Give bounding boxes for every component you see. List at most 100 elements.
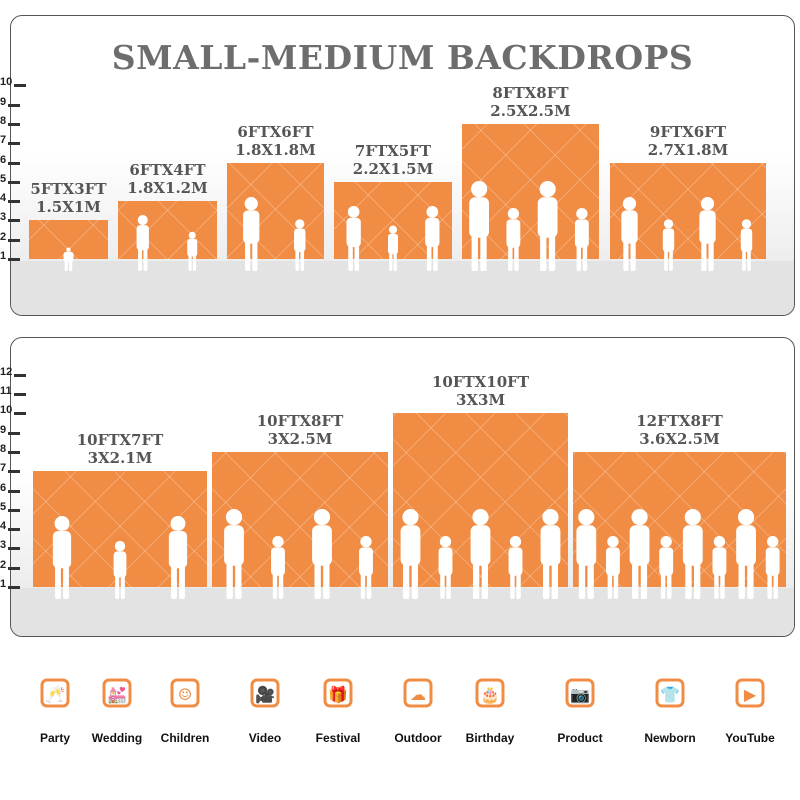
scale-tick: 10: [0, 405, 27, 416]
person-silhouette: [712, 536, 727, 599]
people-group: [621, 197, 753, 271]
person-silhouette: [187, 231, 198, 271]
scale-tick: 5: [0, 173, 21, 184]
person-silhouette: [470, 509, 491, 599]
backdrop-size-box: [29, 220, 108, 259]
backdrop-size-label: 10FTX7FT 3X2.1M: [23, 431, 217, 467]
person-silhouette: [621, 197, 638, 271]
size-meters: 2.2X1.5M: [352, 159, 434, 178]
use-label: Birthday: [465, 731, 515, 745]
scale-tick: 3: [0, 540, 21, 551]
scale-tick: 4: [0, 193, 21, 204]
baby-onesie-icon: 👕: [645, 668, 695, 718]
person-silhouette: [271, 536, 285, 599]
person-silhouette: [136, 215, 149, 271]
backdrop-size-box: [118, 201, 217, 259]
person-silhouette: [606, 536, 620, 599]
person-silhouette: [52, 516, 72, 599]
scale-tick: 9: [0, 424, 21, 435]
person-silhouette: [224, 509, 244, 599]
person-silhouette: [469, 181, 490, 271]
svg-text:☺: ☺: [178, 685, 192, 704]
scale-tick: 4: [0, 521, 21, 532]
person-silhouette: [662, 219, 675, 271]
size-feet: 9FTX6FT: [649, 122, 727, 141]
person-silhouette: [168, 516, 188, 599]
person-silhouette: [400, 509, 421, 599]
person-silhouette: [574, 208, 589, 271]
people-group: [469, 181, 589, 271]
person-silhouette: [740, 219, 753, 271]
size-meters: 3X2.5M: [267, 429, 333, 448]
scale-tick: 11: [0, 386, 26, 397]
size-meters: 2.5X2.5M: [490, 101, 571, 120]
champagne-glasses-icon: 🥂: [30, 668, 80, 718]
people-group: [576, 509, 780, 599]
scale-tick: 3: [0, 212, 21, 223]
backdrop-size-label: 6FTX4FT 1.8X1.2M: [108, 161, 227, 197]
size-feet: 10FTX7FT: [76, 431, 164, 450]
people-group: [52, 516, 188, 599]
people-group: [243, 197, 306, 271]
scale-tick: 10: [0, 77, 27, 88]
use-label: Festival: [315, 731, 361, 745]
people-group: [136, 215, 198, 271]
size-feet: 10FTX10FT: [431, 373, 529, 392]
person-silhouette: [63, 247, 74, 271]
svg-text:▶: ▶: [744, 685, 757, 704]
birthday-cake-icon: 🎂: [465, 668, 515, 718]
scale-tick: 1: [0, 251, 21, 262]
panel-title: SMALL-MEDIUM BACKDROPS: [111, 38, 694, 77]
scale-tick: 7: [0, 135, 21, 146]
gift-box-icon: 🎁: [313, 668, 363, 718]
use-label: Newborn: [644, 731, 696, 745]
size-feet: 10FTX8FT: [256, 411, 344, 430]
scale-tick: 7: [0, 463, 21, 474]
people-group: [400, 509, 561, 599]
svg-text:🎥: 🎥: [255, 685, 275, 704]
svg-text:📷: 📷: [570, 685, 590, 704]
use-label: Wedding: [91, 731, 143, 745]
wedding-couple-icon: 💒: [92, 668, 142, 718]
children-faces-icon: ☺: [160, 668, 210, 718]
svg-text:🥂: 🥂: [45, 685, 65, 704]
size-meters: 3.6X2.5M: [639, 429, 720, 448]
backdrop-size-box: [610, 162, 766, 259]
svg-text:👕: 👕: [660, 685, 680, 704]
use-label: Outdoor: [394, 731, 442, 745]
size-meters: 1.8X1.8M: [235, 140, 316, 159]
scale-tick: 2: [0, 231, 21, 242]
person-silhouette: [438, 536, 453, 599]
svg-text:💒: 💒: [107, 685, 127, 704]
size-feet: 6FTX6FT: [237, 122, 314, 141]
scale-tick: 9: [0, 96, 21, 107]
scale-tick: 8: [0, 443, 21, 454]
use-label: YouTube: [725, 731, 775, 745]
person-silhouette: [346, 206, 361, 271]
backdrop-size-label: 7FTX5FT 2.2X1.5M: [324, 142, 462, 178]
scale-tick: 12: [0, 366, 27, 377]
person-silhouette: [387, 225, 399, 271]
backdrop-size-label: 8FTX8FT 2.5X2.5M: [452, 84, 609, 120]
svg-text:🎁: 🎁: [328, 685, 348, 704]
backdrop-size-label: 10FTX8FT 3X2.5M: [202, 412, 398, 448]
size-feet: 12FTX8FT: [636, 411, 723, 430]
person-silhouette: [508, 536, 523, 599]
person-silhouette: [576, 509, 597, 599]
use-label: Children: [160, 731, 210, 745]
size-feet: 5FTX3FT: [30, 180, 107, 199]
size-meters: 3X3M: [455, 391, 506, 410]
use-label: Video: [248, 731, 282, 745]
scale-tick: 2: [0, 559, 21, 570]
person-silhouette: [659, 536, 674, 599]
scale-tick: 1: [0, 579, 21, 590]
backdrop-size-label: 6FTX6FT 1.8X1.8M: [217, 123, 334, 159]
backdrop-size-label: 5FTX3FT 1.5X1M: [19, 180, 118, 216]
person-silhouette: [540, 509, 561, 599]
person-silhouette: [243, 197, 260, 271]
person-silhouette: [699, 197, 716, 271]
person-silhouette: [294, 219, 306, 271]
size-meters: 2.7X1.8M: [647, 140, 729, 159]
play-button-icon: ▶: [725, 668, 775, 718]
scale-tick: 5: [0, 501, 21, 512]
